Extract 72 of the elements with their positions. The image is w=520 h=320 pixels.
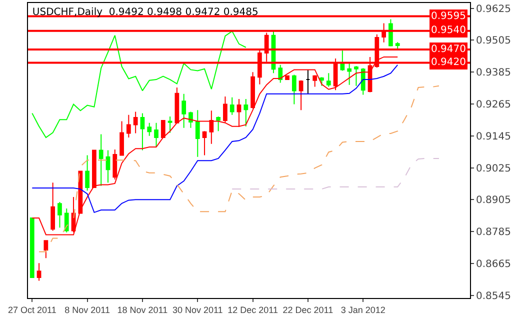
y-tick-label: 0.9145 [476,131,511,142]
candlestick [250,72,255,110]
candlestick [278,64,283,84]
y-tick-label: 0.9505 [476,36,511,47]
candlestick [106,150,110,184]
candlestick [244,98,248,127]
candlestick [64,208,69,233]
x-tick-label: 27 Oct 2011 [8,304,56,315]
candlestick [112,148,118,180]
y-tick-label: 0.9265 [476,99,511,110]
candlestick [209,110,214,144]
ref-line-label: 0.9420 [431,57,466,68]
candlestick [168,116,172,134]
candlestick [188,111,193,128]
y-tick-label: 0.8785 [476,227,511,238]
y-tick-label: 0.9625 [476,4,511,15]
candlestick [202,130,207,156]
candlestick [30,218,34,278]
candlestick [223,96,228,123]
candlestick [71,196,76,233]
candlestick [133,111,138,134]
x-tick-label: 12 Dec 2011 [228,304,278,315]
candlestick [147,122,152,136]
candlestick [312,74,318,88]
candlestick [44,240,48,259]
candlestick [326,72,331,88]
x-tick-label: 8 Nov 2011 [64,304,110,315]
ref-line-label: 0.9595 [431,11,466,22]
y-tick-label: 0.9025 [476,163,511,174]
candlestick [174,87,180,124]
candlestick [195,110,200,158]
candlestick [292,74,296,105]
x-tick-label: 3 Jan 2012 [340,304,386,315]
candlestick [298,80,304,111]
candlestick [216,116,220,132]
x-tick-label: 18 Nov 2011 [117,304,168,315]
ref-line-label: 0.9470 [431,44,466,55]
candlestick [78,170,83,214]
candlestick [98,134,104,186]
candlestick [285,75,290,80]
candlestick [126,114,131,138]
candlestick [388,18,393,47]
candlestick [354,65,358,86]
candlestick [347,62,352,86]
y-tick-label: 0.8665 [476,258,511,270]
candlestick [160,120,166,138]
candlestick [36,262,42,282]
chart-title: USDCHF,Daily 0.9492 0.9498 0.9472 0.9485 [32,7,258,18]
candlestick [395,42,400,50]
candlestick [58,202,62,228]
candlestick [306,69,310,94]
x-tick-label: 30 Nov 2011 [172,304,223,315]
candlestick [236,98,242,128]
candlestick [140,112,145,151]
line-series [38,85,440,252]
ref-line-label: 0.9540 [431,25,466,36]
candlestick [120,120,124,156]
candlestick [50,182,56,232]
candlestick [92,150,96,188]
line-series [32,64,398,213]
candlestick [360,68,366,96]
x-tick-label: 22 Dec 2011 [282,304,334,315]
y-tick-label: 0.9385 [476,68,511,79]
candlestick [85,154,90,192]
candlestick [182,93,186,128]
candlestick [154,122,158,148]
candlestick [320,76,324,86]
candlestick [230,96,234,116]
y-tick-label: 0.8545 [476,290,511,302]
line-series [232,158,440,190]
line-series [32,30,246,138]
y-tick-label: 0.8905 [476,195,511,206]
